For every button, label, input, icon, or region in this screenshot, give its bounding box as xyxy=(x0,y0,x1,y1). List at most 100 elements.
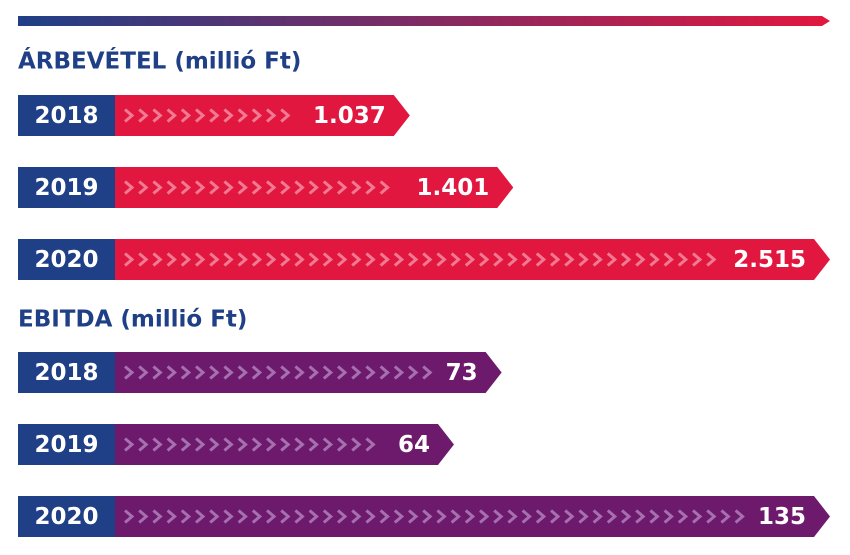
chevron xyxy=(322,252,334,267)
chevron xyxy=(166,437,177,452)
chevron xyxy=(294,509,305,524)
chevron xyxy=(166,180,177,195)
chevron xyxy=(180,108,192,123)
chevron xyxy=(195,509,206,524)
chevron xyxy=(209,509,220,524)
chevron xyxy=(195,437,206,452)
chevron xyxy=(195,252,206,267)
chevron xyxy=(663,252,674,267)
category-box xyxy=(18,239,115,280)
chevron xyxy=(322,437,334,452)
chevron xyxy=(251,252,263,267)
chevron xyxy=(166,509,177,524)
chevron xyxy=(337,180,348,195)
chevron xyxy=(195,108,206,123)
chevron xyxy=(365,437,376,452)
chevron xyxy=(266,252,277,267)
chevron xyxy=(237,108,248,123)
chevron xyxy=(550,252,561,267)
chevron xyxy=(280,509,291,524)
chevron xyxy=(422,365,433,380)
chevron xyxy=(166,252,177,267)
chevron xyxy=(266,180,277,195)
chevron xyxy=(621,509,632,524)
chevron xyxy=(436,252,447,267)
chevron xyxy=(635,509,646,524)
chevron xyxy=(308,365,319,380)
chevron xyxy=(124,437,135,452)
chevron xyxy=(578,252,589,267)
chevron xyxy=(237,180,248,195)
chevron xyxy=(493,252,504,267)
category-box xyxy=(18,496,115,537)
chevron xyxy=(379,365,390,380)
chevron xyxy=(393,365,405,380)
chevron xyxy=(677,252,689,267)
chevron xyxy=(507,509,518,524)
chevron xyxy=(578,509,589,524)
chevron xyxy=(180,180,192,195)
chevron xyxy=(251,365,263,380)
chevron xyxy=(365,252,376,267)
chevron xyxy=(507,252,518,267)
chevron xyxy=(237,509,248,524)
chevron xyxy=(308,180,319,195)
chevron xyxy=(266,509,277,524)
chevron xyxy=(621,252,632,267)
chevron xyxy=(152,509,163,524)
category-label: 2019 xyxy=(34,432,98,458)
chevron xyxy=(493,509,504,524)
chevron xyxy=(195,180,206,195)
chevron xyxy=(251,437,263,452)
chevron xyxy=(209,180,220,195)
chevron xyxy=(294,252,305,267)
value-label: 73 xyxy=(446,360,478,386)
chevron xyxy=(280,365,291,380)
category-box xyxy=(18,352,115,393)
chevron xyxy=(280,108,291,123)
chevron xyxy=(379,252,390,267)
chevron xyxy=(564,252,575,267)
chevron xyxy=(280,180,291,195)
chevron xyxy=(479,252,490,267)
chevron xyxy=(706,509,717,524)
category-label: 2020 xyxy=(34,504,98,530)
chevron xyxy=(209,252,220,267)
chevron xyxy=(337,365,348,380)
chevron xyxy=(408,252,419,267)
chevron xyxy=(209,108,220,123)
chevron xyxy=(138,108,149,123)
chevron xyxy=(635,252,646,267)
chevron xyxy=(422,509,433,524)
chevron xyxy=(166,365,177,380)
chevron xyxy=(422,252,433,267)
chevron xyxy=(550,509,561,524)
chevron xyxy=(152,252,163,267)
chart-title: ÁRBEVÉTEL (millió Ft) xyxy=(18,47,301,75)
chevron xyxy=(692,252,703,267)
chevron xyxy=(195,365,206,380)
chevron xyxy=(266,437,277,452)
chevron xyxy=(294,365,305,380)
chevron xyxy=(692,509,703,524)
chevron xyxy=(280,252,291,267)
chevron xyxy=(365,509,376,524)
chevron xyxy=(677,509,689,524)
category-label: 2019 xyxy=(34,175,98,201)
value-label: 1.037 xyxy=(313,103,386,129)
chevron xyxy=(564,509,575,524)
chevron xyxy=(138,365,149,380)
chevron xyxy=(138,509,149,524)
chevron xyxy=(180,437,192,452)
chevron xyxy=(464,509,476,524)
chevron xyxy=(138,252,149,267)
chevron xyxy=(606,509,618,524)
chevron xyxy=(308,437,319,452)
chevron xyxy=(308,509,319,524)
chevron xyxy=(152,365,163,380)
category-label: 2020 xyxy=(34,247,98,273)
chevron xyxy=(266,365,277,380)
chevron xyxy=(365,365,376,380)
chevron xyxy=(251,509,263,524)
